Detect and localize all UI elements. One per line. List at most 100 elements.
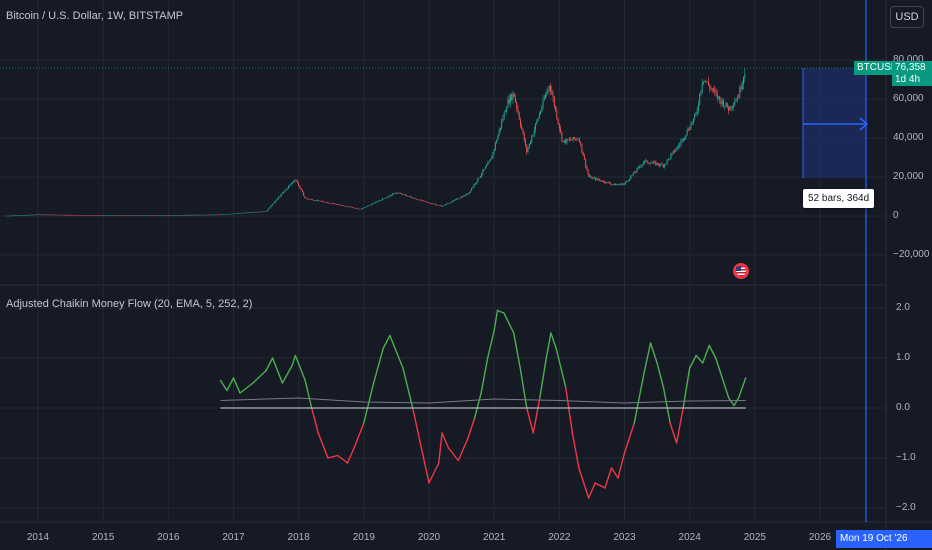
cmf-segment: [226, 377, 235, 392]
cmf-lines[interactable]: [219, 309, 747, 499]
candle-down: [720, 99, 722, 105]
cmf-segment: [428, 462, 440, 484]
cmf-segment: [412, 407, 424, 454]
candle-up: [26, 214, 28, 216]
candle-up: [686, 129, 688, 135]
cmf-segment: [643, 342, 652, 374]
candle-up: [365, 206, 367, 208]
candle-up: [431, 203, 433, 204]
candle-up: [507, 99, 509, 108]
candle-down: [71, 214, 73, 216]
candle-down: [52, 214, 54, 216]
candle-up: [28, 214, 30, 216]
candle-up: [192, 214, 194, 216]
candle-down: [50, 214, 52, 216]
candle-down: [657, 163, 659, 165]
cmf-segment: [291, 354, 297, 367]
candle-down: [726, 103, 728, 108]
measure-tool[interactable]: [802, 68, 869, 178]
cmf-signal-line: [220, 397, 746, 404]
candle-down: [329, 203, 331, 204]
candle-down: [595, 177, 597, 180]
candle-up: [706, 81, 708, 83]
candle-up: [36, 214, 38, 216]
cmf-segment: [587, 482, 596, 499]
candle-down: [432, 203, 434, 205]
bar-countdown: 1d 4h: [892, 74, 932, 86]
candle-down: [661, 163, 663, 165]
cmf-segment: [555, 347, 567, 389]
candle-up: [530, 141, 532, 144]
candle-down: [73, 214, 75, 216]
candle-up: [665, 163, 667, 165]
us-flag-icon[interactable]: [733, 263, 749, 279]
candle-down: [249, 212, 251, 213]
candle-down: [565, 140, 567, 143]
candle-up: [291, 182, 293, 184]
candle-down: [605, 182, 607, 184]
candle-down: [300, 188, 302, 190]
candle-up: [680, 141, 682, 145]
candle-down: [314, 200, 316, 201]
candle-up: [590, 176, 592, 178]
candle-down: [719, 96, 721, 100]
candle-up: [238, 213, 240, 214]
candle-down: [58, 214, 60, 216]
candle-down: [553, 97, 555, 107]
candle-up: [378, 200, 380, 202]
candle-up: [675, 149, 677, 152]
candle-down: [654, 161, 656, 163]
candle-up: [611, 184, 613, 185]
candle-up: [469, 190, 471, 193]
candle-down: [38, 214, 40, 215]
candle-up: [309, 199, 311, 200]
candle-up: [108, 215, 110, 216]
candle-up: [379, 200, 381, 201]
candle-up: [256, 211, 258, 213]
candle-up: [347, 206, 349, 208]
candle-up: [487, 162, 489, 166]
cmf-segment: [271, 357, 284, 384]
price-candles[interactable]: [6, 68, 746, 217]
candle-up: [672, 150, 674, 153]
candle-up: [397, 192, 399, 194]
candle-down: [83, 215, 85, 216]
candle-down: [562, 140, 564, 142]
candle-up: [463, 195, 465, 197]
candle-up: [204, 214, 206, 216]
candle-up: [14, 215, 16, 217]
candle-down: [634, 172, 636, 174]
time-axis-label: 2016: [157, 532, 180, 543]
candle-up: [540, 111, 542, 115]
candle-down: [516, 101, 518, 109]
candle-up: [632, 172, 634, 176]
candle-down: [328, 202, 330, 204]
candle-up: [37, 214, 39, 215]
candle-down: [621, 183, 623, 185]
candle-down: [405, 195, 407, 197]
currency-button[interactable]: USD: [890, 6, 924, 28]
candle-up: [240, 213, 242, 214]
candle-up: [65, 214, 67, 216]
candle-up: [602, 181, 604, 182]
cmf-segment: [708, 344, 717, 359]
candle-down: [582, 151, 584, 156]
candle-down: [404, 194, 406, 196]
candle-down: [335, 204, 337, 206]
candle-up: [503, 112, 505, 119]
cmf-segment: [503, 312, 515, 334]
candle-up: [592, 177, 594, 179]
candle-up: [220, 214, 222, 216]
candle-up: [230, 213, 232, 215]
candle-up: [459, 197, 461, 199]
candle-up: [169, 215, 171, 216]
indicator-title[interactable]: Adjusted Chaikin Money Flow (20, EMA, 5,…: [6, 298, 253, 310]
candle-down: [342, 205, 344, 206]
candle-up: [448, 203, 450, 204]
candle-down: [56, 214, 58, 216]
candle-up: [443, 205, 445, 207]
cmf-segment: [539, 357, 547, 399]
candle-down: [674, 150, 676, 152]
candle-down: [436, 204, 438, 206]
